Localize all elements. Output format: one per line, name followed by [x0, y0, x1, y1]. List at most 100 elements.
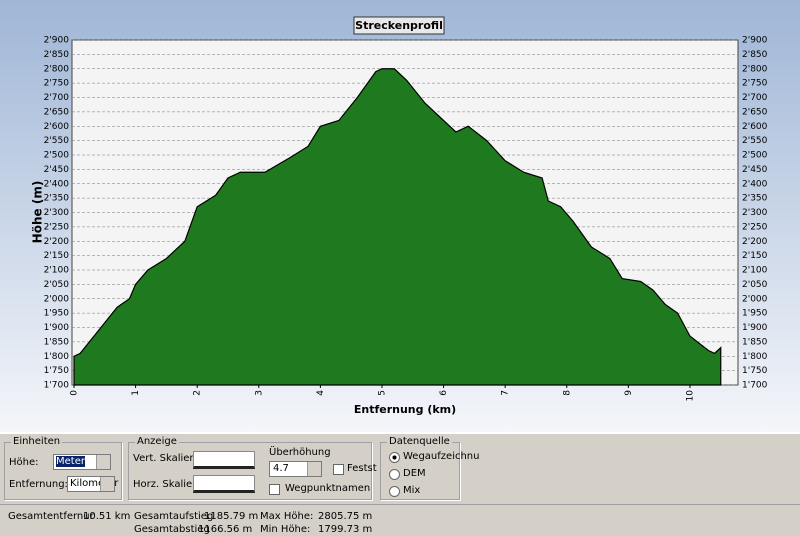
dropdown-button[interactable]	[96, 455, 110, 469]
separator	[0, 504, 800, 505]
hoehe-select[interactable]: Meter	[53, 454, 111, 470]
x-tick-label: 7	[501, 390, 511, 396]
select-value: Meter	[56, 456, 85, 467]
x-tick-label: 10	[685, 390, 695, 402]
y-tick-label: 1'700	[44, 381, 70, 391]
y-tick-label: 2'450	[44, 165, 70, 175]
y-tick-label-right: 1'900	[742, 323, 768, 333]
y-tick-label-right: 2'800	[742, 64, 768, 74]
horz-slider[interactable]	[193, 475, 255, 493]
y-tick-label: 2'050	[44, 280, 70, 290]
ueberhoehung-input[interactable]: 4.7	[269, 461, 322, 477]
label: DEM	[403, 468, 426, 479]
select-value: Kilometer	[70, 478, 119, 489]
spin-button[interactable]	[307, 462, 321, 476]
x-tick-label: 9	[624, 390, 634, 396]
y-tick-label: 2'100	[44, 266, 70, 276]
group-title: Anzeige	[135, 436, 179, 447]
y-tick-label-right: 2'750	[742, 79, 768, 89]
stat-label: Gesamtabstieg	[134, 524, 210, 535]
label: Horz. Skalier.	[133, 479, 199, 490]
y-tick-label-right: 2'500	[742, 151, 768, 161]
y-tick-label-right: 2'900	[742, 36, 768, 46]
y-tick-label: 2'600	[44, 122, 70, 132]
label: Überhöhung	[269, 447, 331, 458]
x-tick-label: 8	[562, 390, 572, 396]
label: Entfernung:	[9, 479, 68, 490]
y-tick-label: 2'250	[44, 222, 70, 232]
y-tick-label-right: 2'300	[742, 208, 768, 218]
anzeige-group: Anzeige Vert. Skalier. Horz. Skalier. Üb…	[128, 436, 377, 500]
y-tick-label-right: 1'750	[742, 366, 768, 376]
label: Festst	[347, 463, 377, 474]
y-tick-label: 2'750	[44, 79, 70, 89]
group-title: Datenquelle	[387, 436, 452, 447]
y-tick-label-right: 2'600	[742, 122, 768, 132]
entfernung-select[interactable]: Kilometer	[67, 476, 119, 492]
label: Vert. Skalier.	[133, 453, 196, 464]
label: Wegpunktnamen	[285, 483, 371, 494]
x-tick-label: 4	[316, 390, 326, 396]
y-tick-label: 1'850	[44, 337, 70, 347]
y-tick-label: 2'800	[44, 64, 70, 74]
radio[interactable]	[389, 486, 400, 497]
radio[interactable]	[389, 452, 400, 463]
y-tick-label: 2'650	[44, 107, 70, 117]
stat-value: 2805.75 m	[318, 511, 373, 522]
label: Höhe:	[9, 457, 39, 468]
y-tick-label: 1'800	[44, 352, 70, 362]
chart-title: Streckenprofil	[355, 19, 443, 32]
checkbox[interactable]	[269, 484, 280, 495]
y-tick-label: 1'750	[44, 366, 70, 376]
y-tick-label-right: 2'200	[742, 237, 768, 247]
stat-value: 1185.79 m	[204, 511, 259, 522]
y-tick-label-right: 2'350	[742, 194, 768, 204]
y-tick-label: 1'950	[44, 309, 70, 319]
y-tick-label-right: 2'550	[742, 136, 768, 146]
vert-slider[interactable]	[193, 451, 255, 469]
einheiten-group: Einheiten Höhe: Meter Entfernung: Kilome…	[4, 436, 122, 500]
y-axis-label: Höhe (m)	[31, 181, 45, 244]
y-tick-label-right: 2'150	[742, 251, 768, 261]
group-title: Einheiten	[11, 436, 63, 447]
checkbox[interactable]	[333, 464, 344, 475]
x-tick-label: 3	[254, 390, 264, 396]
stat-value: 1166.56 m	[198, 524, 253, 535]
y-tick-label-right: 2'050	[742, 280, 768, 290]
y-tick-label: 2'850	[44, 50, 70, 60]
y-tick-label-right: 1'800	[742, 352, 768, 362]
stat-label: Gesamtentfernur	[8, 511, 94, 522]
x-tick-label: 0	[70, 390, 80, 396]
y-tick-label: 2'350	[44, 194, 70, 204]
dropdown-button[interactable]	[100, 477, 114, 491]
y-tick-label: 1'900	[44, 323, 70, 333]
elevation-area	[73, 68, 722, 386]
y-tick-label-right: 2'850	[742, 50, 768, 60]
x-tick-label: 5	[377, 390, 387, 396]
y-tick-label: 2'150	[44, 251, 70, 261]
separator	[0, 432, 800, 434]
y-tick-label: 2'200	[44, 237, 70, 247]
x-tick-label: 2	[193, 390, 203, 396]
y-tick-label-right: 2'400	[742, 179, 768, 189]
y-tick-label-right: 2'450	[742, 165, 768, 175]
stat-label: Min Höhe:	[260, 524, 311, 535]
stat-label: Gesamtaufstieg	[134, 511, 214, 522]
input-value: 4.7	[273, 463, 289, 474]
stat-value: 1799.73 m	[318, 524, 373, 535]
y-tick-label-right: 2'000	[742, 294, 768, 304]
chart: Streckenprofil Entfernung (km) Höhe (m) …	[0, 0, 800, 432]
radio[interactable]	[389, 469, 400, 480]
y-tick-label-right: 2'700	[742, 93, 768, 103]
x-axis-label: Entfernung (km)	[354, 403, 456, 416]
y-tick-label-right: 1'850	[742, 337, 768, 347]
stat-value: 10.51 km	[83, 511, 131, 522]
y-tick-label: 2'000	[44, 294, 70, 304]
y-tick-label-right: 2'100	[742, 266, 768, 276]
label: Wegaufzeichnu	[403, 451, 480, 462]
y-tick-label: 2'900	[44, 36, 70, 46]
y-tick-label: 2'500	[44, 151, 70, 161]
y-tick-label: 2'400	[44, 179, 70, 189]
label: Mix	[403, 485, 421, 496]
